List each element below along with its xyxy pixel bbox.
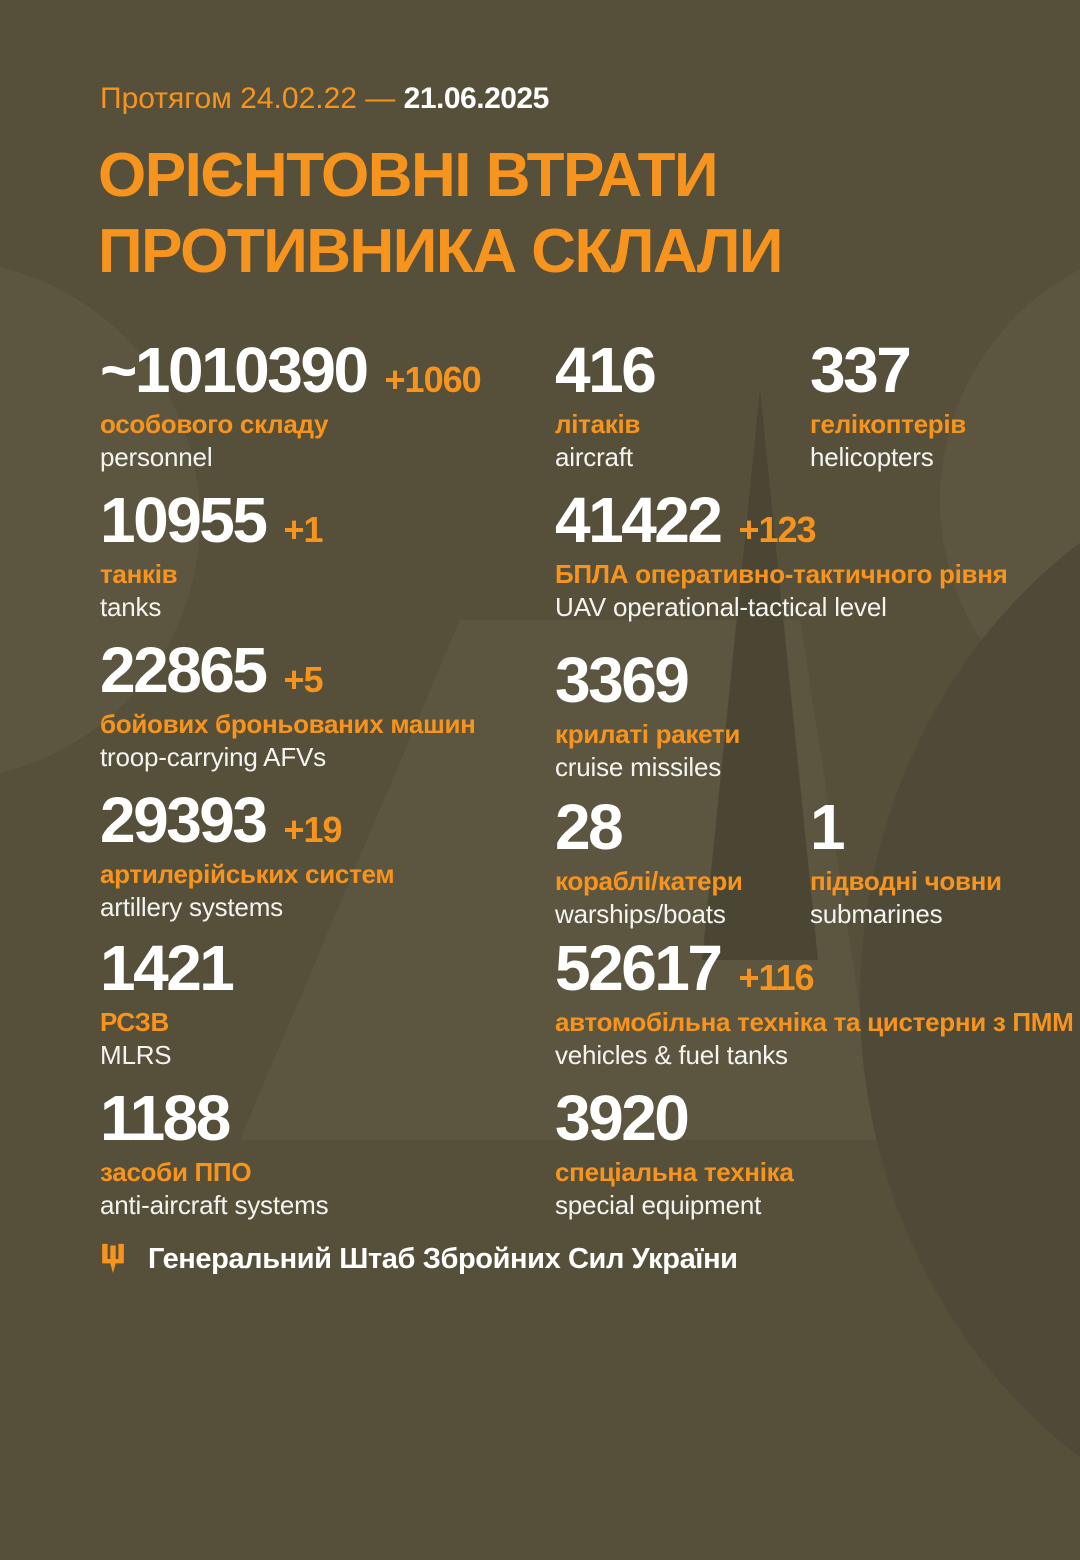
submarines-value: 1 (810, 791, 846, 863)
tanks-delta: +1 (283, 509, 323, 550)
stat-personnel: ~1010390 +1060 особового складу personne… (100, 334, 482, 473)
stat-vehicles: 52617 +116 автомобільна техніка та цисте… (555, 936, 1074, 1071)
afv-delta: +5 (283, 659, 323, 700)
artillery-value: 29393 (100, 784, 268, 856)
helicopters-label-en: helicopters (810, 442, 934, 472)
mlrs-value: 1421 (100, 932, 235, 1004)
helicopters-value: 337 (810, 334, 912, 406)
period-end-date: 21.06.2025 (403, 82, 550, 115)
afv-label-uk: бойових броньованих машин (100, 709, 476, 739)
cruise-missiles-label-en: cruise missiles (555, 752, 722, 782)
mlrs-label-uk: РСЗВ (100, 1007, 169, 1037)
anti-aircraft-value: 1188 (100, 1082, 231, 1154)
special-equipment-label-en: special equipment (555, 1190, 762, 1220)
uav-label-en: UAV operational-tactical level (555, 592, 887, 622)
warships-label-en: warships/boats (555, 899, 726, 929)
aircraft-label-en: aircraft (555, 442, 633, 472)
stat-submarines: 1 підводні човни submarines (810, 795, 1002, 930)
cruise-missiles-value: 3369 (555, 644, 690, 716)
artillery-label-en: artillery systems (100, 892, 283, 922)
afv-label-en: troop-carrying AFVs (100, 742, 326, 772)
stat-cruise-missiles: 3369 крилаті ракети cruise missiles (555, 648, 740, 783)
cruise-missiles-label-uk: крилаті ракети (555, 719, 741, 749)
tanks-label-uk: танків (100, 559, 178, 589)
trident-icon (102, 1243, 124, 1274)
tanks-label-en: tanks (100, 592, 162, 622)
submarines-label-en: submarines (810, 899, 943, 929)
stat-artillery: 29393 +19 артилерійських систем artiller… (100, 784, 395, 923)
anti-aircraft-label-uk: засоби ППО (100, 1157, 252, 1187)
vehicles-label-uk: автомобільна техніка та цистерни з ПММ (555, 1007, 1074, 1037)
stat-special-equipment: 3920 спеціальна техніка special equipmen… (555, 1086, 794, 1221)
stat-afv: 22865 +5 бойових броньованих машин troop… (100, 638, 476, 773)
page-title: ОРІЄНТОВНІ ВТРАТИ ПРОТИВНИКА СКЛАЛИ (98, 138, 783, 290)
warships-value: 28 (555, 791, 624, 863)
stat-aircraft: 416 літаків aircraft (555, 334, 657, 473)
stat-warships: 28 кораблі/катери warships/boats (555, 795, 743, 930)
submarines-label-uk: підводні човни (810, 866, 1002, 896)
footer: Генеральний Штаб Збройних Сил України (100, 1240, 738, 1278)
personnel-label-en: personnel (100, 442, 213, 472)
uav-label-uk: БПЛА оперативно-тактичного рівня (555, 559, 1008, 589)
source-label: Генеральний Штаб Збройних Сил України (148, 1242, 738, 1275)
warships-label-uk: кораблі/катери (555, 866, 743, 896)
personnel-label-uk: особового складу (100, 409, 329, 439)
afv-value: 22865 (100, 634, 268, 706)
tanks-value: 10955 (100, 484, 268, 556)
stat-mlrs: 1421 РСЗВ MLRS (100, 932, 235, 1071)
title-line-2: ПРОТИВНИКА СКЛАЛИ (98, 217, 783, 286)
personnel-value: ~1010390 (100, 334, 369, 406)
artillery-delta: +19 (283, 809, 342, 850)
stat-tanks: 10955 +1 танків tanks (100, 484, 324, 623)
vehicles-delta: +116 (738, 957, 814, 998)
title-line-1: ОРІЄНТОВНІ ВТРАТИ (98, 141, 719, 210)
stat-helicopters: 337 гелікоптерів helicopters (810, 338, 966, 473)
mlrs-label-en: MLRS (100, 1040, 172, 1070)
artillery-label-uk: артилерійських систем (100, 859, 395, 889)
date-range: Протягом 24.02.22 — 21.06.2025 (100, 82, 549, 116)
aircraft-value: 416 (555, 334, 657, 406)
special-equipment-label-uk: спеціальна техніка (555, 1157, 794, 1187)
personnel-delta: +1060 (384, 359, 482, 400)
aircraft-label-uk: літаків (555, 409, 641, 439)
stat-anti-aircraft: 1188 засоби ППО anti-aircraft systems (100, 1082, 329, 1221)
stat-uav: 41422 +123 БПЛА оперативно-тактичного рі… (555, 488, 1008, 623)
uav-delta: +123 (738, 509, 816, 550)
uav-value: 41422 (555, 484, 723, 556)
vehicles-value: 52617 (555, 932, 723, 1004)
infographic: Протягом 24.02.22 — 21.06.2025 ОРІЄНТОВН… (98, 82, 1074, 1278)
vehicles-label-en: vehicles & fuel tanks (555, 1040, 788, 1070)
period-start-label: Протягом 24.02.22 — (100, 82, 396, 115)
anti-aircraft-label-en: anti-aircraft systems (100, 1190, 329, 1220)
helicopters-label-uk: гелікоптерів (810, 409, 966, 439)
special-equipment-value: 3920 (555, 1082, 690, 1154)
